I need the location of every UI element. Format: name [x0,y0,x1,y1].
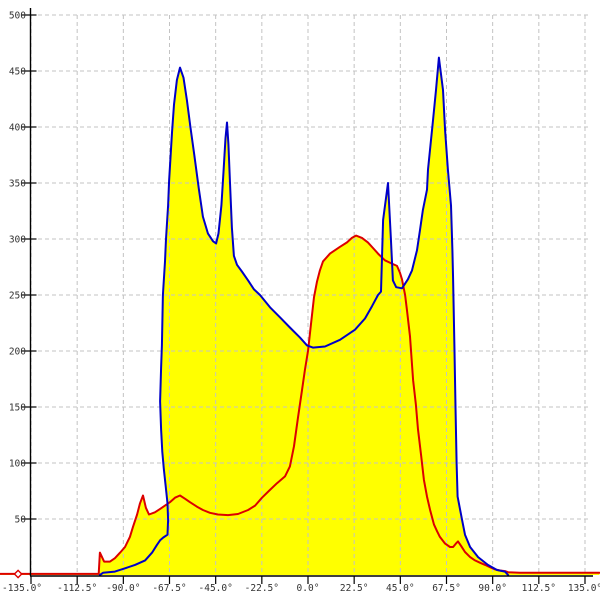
x-tick-label: 112.5° [522,583,556,594]
x-tick-label: 135.0° [568,583,600,594]
y-tick-label: 250 [9,291,26,302]
y-tick-label: 50 [15,515,27,526]
y-tick-label: 350 [9,179,26,190]
y-tick-label: 100 [9,459,26,470]
y-tick-label: 150 [9,403,26,414]
gridlines [30,14,591,575]
red-curve-start-marker [13,569,23,579]
y-tick-label: 300 [9,235,26,246]
blue-distribution-curve [98,56,510,576]
x-tick-label: -22.5° [245,583,279,594]
y-tick-label: 400 [9,123,26,134]
x-tick-label: 67.5° [432,583,461,594]
red-distribution-curve [0,234,600,575]
yellow-fill-areas [0,57,600,576]
x-tick-label: -67.5° [152,583,186,594]
x-tick-label: 45.0° [386,583,415,594]
x-tick-label: -45.0° [199,583,233,594]
x-tick-label: -135.0° [2,583,42,594]
series-curves [0,56,600,576]
x-tick-label: 90.0° [478,583,507,594]
y-tick-label: 450 [9,67,26,78]
x-tick-label: 0.0° [297,583,320,594]
x-tick-label: -90.0° [106,583,140,594]
y-tick-label: 500 [9,11,26,22]
x-tick-labels: -135.0° -112.5° -90.0° -67.5° -45.0° -22.5° 0.… [2,583,600,594]
y-tick-label: 200 [9,347,26,358]
tick-marks [21,14,586,584]
x-tick-label: -112.5° [57,583,97,594]
x-tick-label: 22.5° [340,583,369,594]
y-tick-labels: 50 100 150 200 250 300 350 400 450 500 [9,11,26,526]
